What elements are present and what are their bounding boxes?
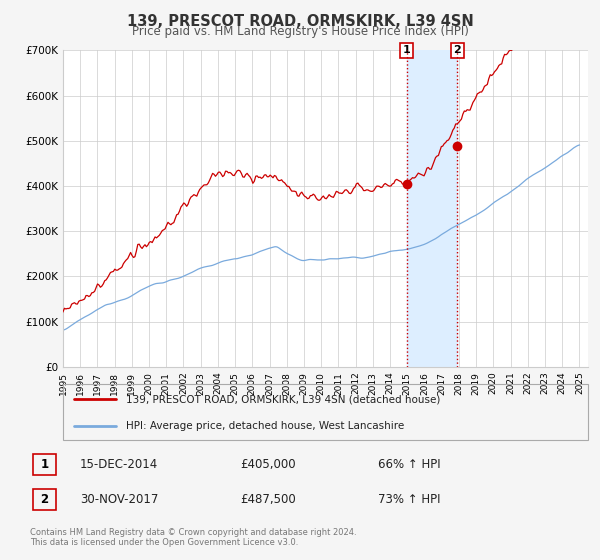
Text: 73% ↑ HPI: 73% ↑ HPI [378,493,440,506]
Text: 139, PRESCOT ROAD, ORMSKIRK, L39 4SN (detached house): 139, PRESCOT ROAD, ORMSKIRK, L39 4SN (de… [126,394,440,404]
Bar [33,489,56,510]
Text: 15-DEC-2014: 15-DEC-2014 [80,458,158,472]
Text: 1: 1 [403,45,410,55]
Text: 1: 1 [40,458,49,472]
Text: 2: 2 [454,45,461,55]
Text: HPI: Average price, detached house, West Lancashire: HPI: Average price, detached house, West… [126,421,404,431]
Text: 30-NOV-2017: 30-NOV-2017 [80,493,158,506]
Text: This data is licensed under the Open Government Licence v3.0.: This data is licensed under the Open Gov… [30,538,298,547]
Text: 2: 2 [40,493,49,506]
Text: £487,500: £487,500 [240,493,296,506]
Bar [33,454,56,475]
Text: £405,000: £405,000 [240,458,295,472]
Text: 139, PRESCOT ROAD, ORMSKIRK, L39 4SN: 139, PRESCOT ROAD, ORMSKIRK, L39 4SN [127,14,473,29]
Bar [407,50,457,367]
Text: Contains HM Land Registry data © Crown copyright and database right 2024.: Contains HM Land Registry data © Crown c… [30,528,356,536]
Text: 66% ↑ HPI: 66% ↑ HPI [378,458,440,472]
Text: Price paid vs. HM Land Registry's House Price Index (HPI): Price paid vs. HM Land Registry's House … [131,25,469,38]
